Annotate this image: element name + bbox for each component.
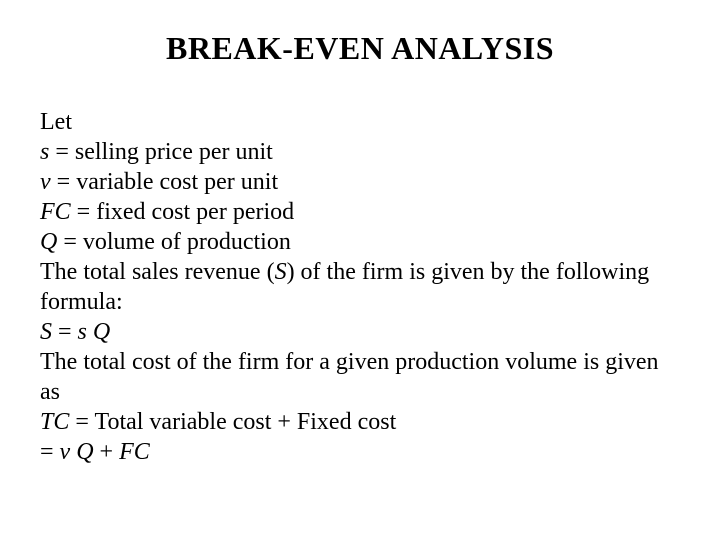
text: = volume of production <box>57 229 291 255</box>
line-tc-expand: = v Q + FC <box>40 437 680 467</box>
var-s: s <box>78 319 87 345</box>
var-q: Q <box>40 229 57 255</box>
line-s-formula: S = s Q <box>40 317 680 347</box>
text: = variable cost per unit <box>51 169 278 195</box>
line-v-def: v = variable cost per unit <box>40 167 680 197</box>
line-tc-formula: TC = Total variable cost + Fixed cost <box>40 407 680 437</box>
var-q: Q <box>76 439 93 465</box>
text: = <box>52 319 78 345</box>
var-s-cap: S <box>275 259 287 285</box>
var-q: Q <box>93 319 110 345</box>
line-let: Let <box>40 107 680 137</box>
var-tc: TC <box>40 409 69 435</box>
text: = fixed cost per period <box>71 199 294 225</box>
text: = selling price per unit <box>49 139 272 165</box>
var-s: s <box>40 139 49 165</box>
line-sales-intro: The total sales revenue (S) of the firm … <box>40 257 680 317</box>
line-s-def: s = selling price per unit <box>40 137 680 167</box>
var-fc: FC <box>40 199 71 225</box>
text: = Total variable cost + Fixed cost <box>69 409 396 435</box>
slide-body: Let s = selling price per unit v = varia… <box>40 107 680 467</box>
var-v: v <box>60 439 71 465</box>
text: = <box>40 439 60 465</box>
line-q-def: Q = volume of production <box>40 227 680 257</box>
text: + <box>94 439 120 465</box>
slide-title: BREAK-EVEN ANALYSIS <box>40 30 680 67</box>
var-v: v <box>40 169 51 195</box>
line-fc-def: FC = fixed cost per period <box>40 197 680 227</box>
text: The total sales revenue ( <box>40 259 275 285</box>
line-totalcost-intro: The total cost of the firm for a given p… <box>40 347 680 407</box>
var-fc: FC <box>119 439 150 465</box>
slide-content: BREAK-EVEN ANALYSIS Let s = selling pric… <box>0 0 720 487</box>
var-s-cap: S <box>40 319 52 345</box>
